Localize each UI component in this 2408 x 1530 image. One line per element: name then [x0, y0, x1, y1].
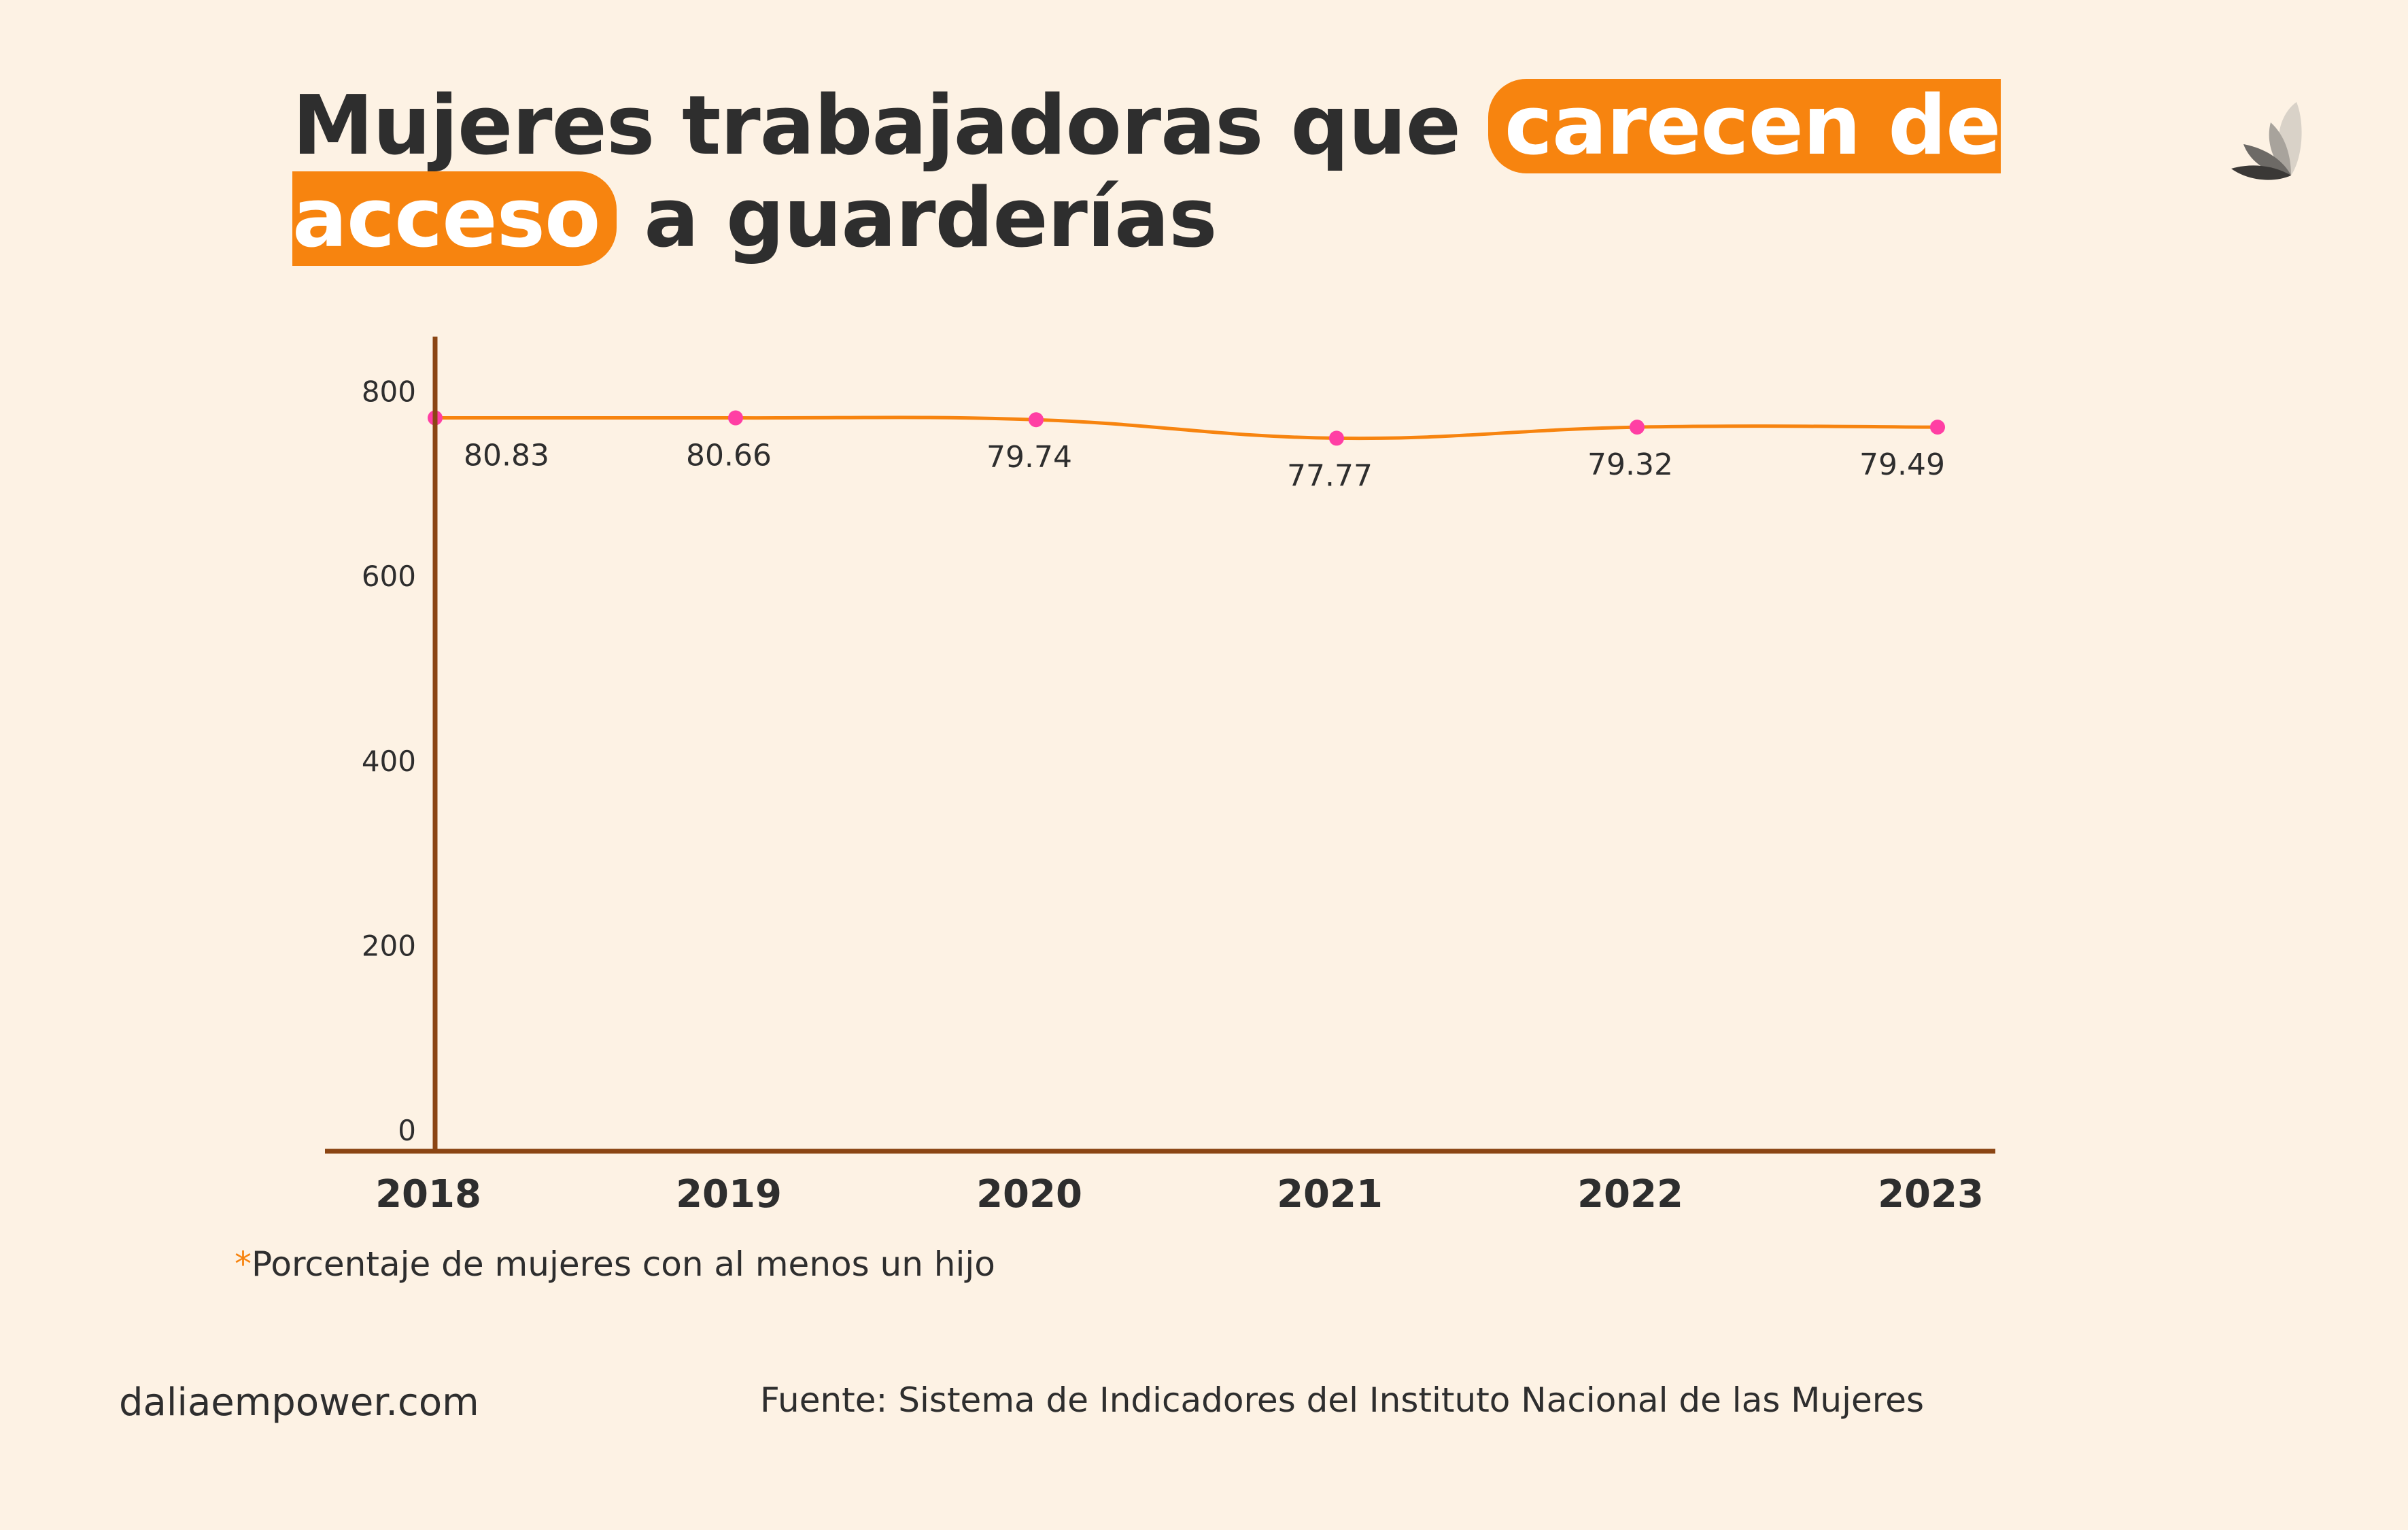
data-points: [428, 410, 1945, 446]
title-text-after: a guarderías: [616, 171, 1217, 266]
x-tick-label: 2023: [1878, 1172, 1984, 1217]
data-label: 80.66: [686, 439, 772, 473]
data-labels: 80.83 80.66 79.74 77.77 79.32 79.49: [464, 439, 1945, 494]
y-tick-label: 600: [362, 560, 416, 593]
x-tick-label: 2018: [375, 1172, 481, 1217]
footnote-asterisk: *: [235, 1244, 252, 1284]
data-point: [728, 410, 743, 426]
title-text-before: Mujeres trabajadoras que: [292, 79, 1488, 173]
footnote-text: Porcentaje de mujeres con al menos un hi…: [252, 1244, 995, 1284]
source-credit: Fuente: Sistema de Indicadores del Insti…: [760, 1380, 1925, 1420]
x-axis-ticks: 2018 2019 2020 2021 2022 2023: [375, 1172, 1984, 1217]
website-link[interactable]: daliaempower.com: [119, 1380, 479, 1425]
x-tick-label: 2019: [676, 1172, 782, 1217]
data-label: 79.74: [986, 440, 1072, 475]
footnote: *Porcentaje de mujeres con al menos un h…: [235, 1244, 995, 1284]
data-label: 79.49: [1859, 447, 1945, 482]
dalia-flower-icon: [2231, 102, 2302, 180]
y-tick-label: 200: [362, 929, 416, 962]
x-tick-label: 2020: [976, 1172, 1082, 1217]
data-point: [1630, 420, 1645, 435]
y-tick-label: 0: [398, 1114, 416, 1147]
x-tick-label: 2021: [1277, 1172, 1383, 1217]
y-tick-label: 800: [362, 375, 416, 408]
x-tick-label: 2022: [1577, 1172, 1683, 1217]
data-label: 79.32: [1587, 447, 1673, 482]
data-label: 80.83: [464, 439, 549, 473]
y-tick-label: 400: [362, 745, 416, 778]
data-point: [1029, 412, 1044, 428]
series-line: [434, 415, 1938, 441]
chart-title: Mujeres trabajadoras que carecen de acce…: [292, 79, 2264, 266]
data-point: [1930, 420, 1945, 435]
data-point: [1329, 430, 1344, 446]
y-axis-ticks: 0 200 400 600 800: [362, 375, 416, 1147]
data-label: 77.77: [1287, 458, 1373, 493]
